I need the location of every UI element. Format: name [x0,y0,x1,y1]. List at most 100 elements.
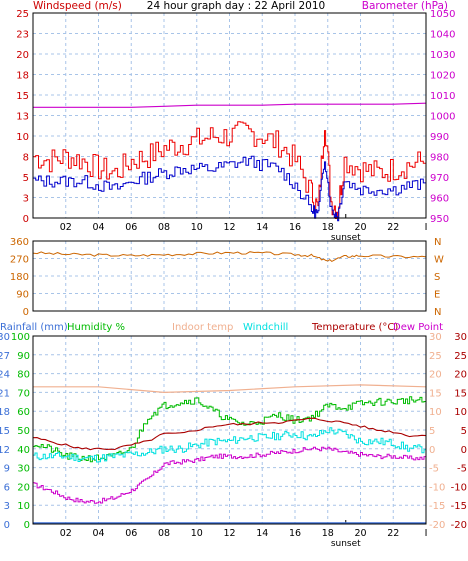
panel1-right-tick-label: 1050 [430,9,455,20]
series-indoor-temp-line [33,384,427,394]
panel3-legend-item: Windchill [243,322,288,333]
panel3-x-tick-label: 16 [289,528,301,539]
panel3-x-tick-label: 20 [354,528,366,539]
series-average-line [33,155,427,222]
panel1-left-tick-label: 10 [16,132,29,143]
panel3-x-tick-label: 18 [322,528,334,539]
panel3-temp-inner-tick-label: 25 [429,351,442,362]
series-windchill-line [33,427,427,463]
panel3-temp-outer-tick-label: -20 [451,520,467,531]
panel2-left-tick-label: 180 [10,272,29,283]
panel3-x-tick-label: 12 [223,528,235,539]
panel1-right-tick-label: 1030 [430,50,455,61]
panel3-humidity-tick-label: 60 [17,407,30,418]
panel3-temp-inner-tick-label: -10 [429,482,445,493]
panel3-temp-outer-tick-label: -10 [451,482,467,493]
panel3-x-tick-label: 08 [158,528,170,539]
panel1-x-tick-label: I [425,222,428,233]
panel1-right-tick-label: 970 [430,173,449,184]
panel1-frame [32,12,427,219]
panel3-x-tick-label: 04 [92,528,104,539]
panel3-temp-outer-tick-label: 20 [454,370,467,381]
panel3-humidity-tick-label: 80 [17,370,30,381]
panel3-humidity-tick-label: 30 [17,464,30,475]
panel3-rain-tick-label: 21 [0,388,10,399]
panel3-series [32,384,427,524]
panel1-left-tick-label: 20 [16,50,29,61]
panel3-x-tick-label: 02 [60,528,72,539]
panel3-humidity-ticks: 0 10 20 30 40 50 60 70 80 90 100 [11,332,30,531]
panel2-left-tick-label: 0 [23,307,29,318]
panel3-humidity-tick-label: 20 [17,482,30,493]
panel2-left-tick-label: 90 [16,290,29,301]
panel3-temp-inner-tick-label: -20 [429,520,445,531]
panel3-humidity-tick-label: 70 [17,388,30,399]
panel1-left-tick-label: 23 [16,30,29,41]
panel3-humidity-tick-label: 40 [17,445,30,456]
panel3-rain-tick-label: 15 [0,426,10,437]
panel3-x-tick-label: 10 [191,528,203,539]
panel1-right-ticks: 950 960 970 980 990 1000 1010 1020 1030 1040 1050 [430,9,455,225]
panel1-x-tick-label: 02 [60,222,72,233]
panel1-x-ticks: 02 04 06 08 10 12 14 16 18 20 22 I [60,222,428,233]
panel1-right-tick-label: 1010 [430,91,455,102]
panel2-left-ticks: 0 90 180 270 360 [10,237,29,318]
panel1-x-tick-label: 14 [256,222,268,233]
panel3-temp-outer-tick-label: -5 [457,464,467,475]
panel3-rain-tick-label: 0 [4,520,10,531]
series-barometer-line [33,102,427,108]
panel3-rain-tick-label: 27 [0,351,10,362]
panel1-left-tick-label: 25 [16,9,29,20]
panel3-temp-inner-tick-label: 15 [429,388,442,399]
left-axis-label-windspeed: Windspeed (m/s) [33,0,122,12]
panel2-right-tick-label: N [434,307,441,318]
panel1-right-tick-label: 980 [430,153,449,164]
panel3-sunset-label: sunset [331,539,361,549]
panel3-legend-item: Dew Point [393,322,443,333]
panel3-temp-outer-tick-label: 10 [454,407,467,418]
panel3-humidity-tick-label: 10 [17,501,30,512]
panel3-legend-item: Indoor temp [172,322,233,333]
panel3-x-tick-label: 14 [256,528,268,539]
panel1-sunset-label: sunset [331,233,361,243]
panel3-temp-inner-tick-label: -5 [429,464,439,475]
panel3-temp-outer-tick-label: 5 [461,426,467,437]
panel3-temp-inner-tick-label: -15 [429,501,445,512]
chart-title: 24 hour graph day : 22 April 2010 [147,0,325,12]
right-axis-label-barometer: Barometer (hPa) [362,0,448,12]
panel3-humidity-tick-label: 90 [17,351,30,362]
panel3-temp-inner-tick-label: 20 [429,370,442,381]
panel1-x-tick-label: 04 [92,222,104,233]
panel1-right-tick-label: 960 [430,194,449,205]
panel1-x-tick-label: 16 [289,222,301,233]
panel3-humidity-tick-label: 100 [11,332,30,343]
panel1-left-tick-label: 0 [23,214,29,225]
panel1-right-tick-label: 1020 [430,71,455,82]
panel1-right-tick-label: 990 [430,132,449,143]
panel1-x-tick-label: 12 [223,222,235,233]
panel1-left-tick-label: 5 [23,173,29,184]
panel3-x-tick-label: 22 [387,528,399,539]
panel2-right-tick-label: W [434,255,444,266]
panel3-frame [32,335,427,525]
panel3-rain-tick-label: 12 [0,445,10,456]
series-direction-line [32,251,427,263]
panel3-rain-ticks: 0 3 6 9 12 15 18 21 24 27 30 [0,332,10,531]
panel3-temp-outer-tick-label: 15 [454,388,467,399]
panel1-left-ticks: 0 3 5 8 10 13 15 18 20 23 25 [16,9,29,225]
panel1-series [33,102,427,222]
panel3-legend: Rainfall (mm) Humidity % Indoor temp Windch… [0,322,443,333]
panel2-left-tick-label: 360 [10,237,29,248]
panel2-grid [33,241,426,311]
panel3-grid [33,336,426,524]
panel1-left-tick-label: 15 [16,91,29,102]
panel3-temp-ticks-inner: -20 -15 -10 -5 0 5 10 15 20 25 30 [429,332,445,531]
series-temperature-line [32,417,427,451]
panel1-x-tick-label: 06 [125,222,137,233]
panel3-x-tick-label: 06 [125,528,137,539]
panel3-temp-inner-tick-label: 5 [429,426,435,437]
panel3-x-ticks: 02 04 06 08 10 12 14 16 18 20 22 I [60,528,428,539]
panel2-right-tick-label: S [434,272,440,283]
